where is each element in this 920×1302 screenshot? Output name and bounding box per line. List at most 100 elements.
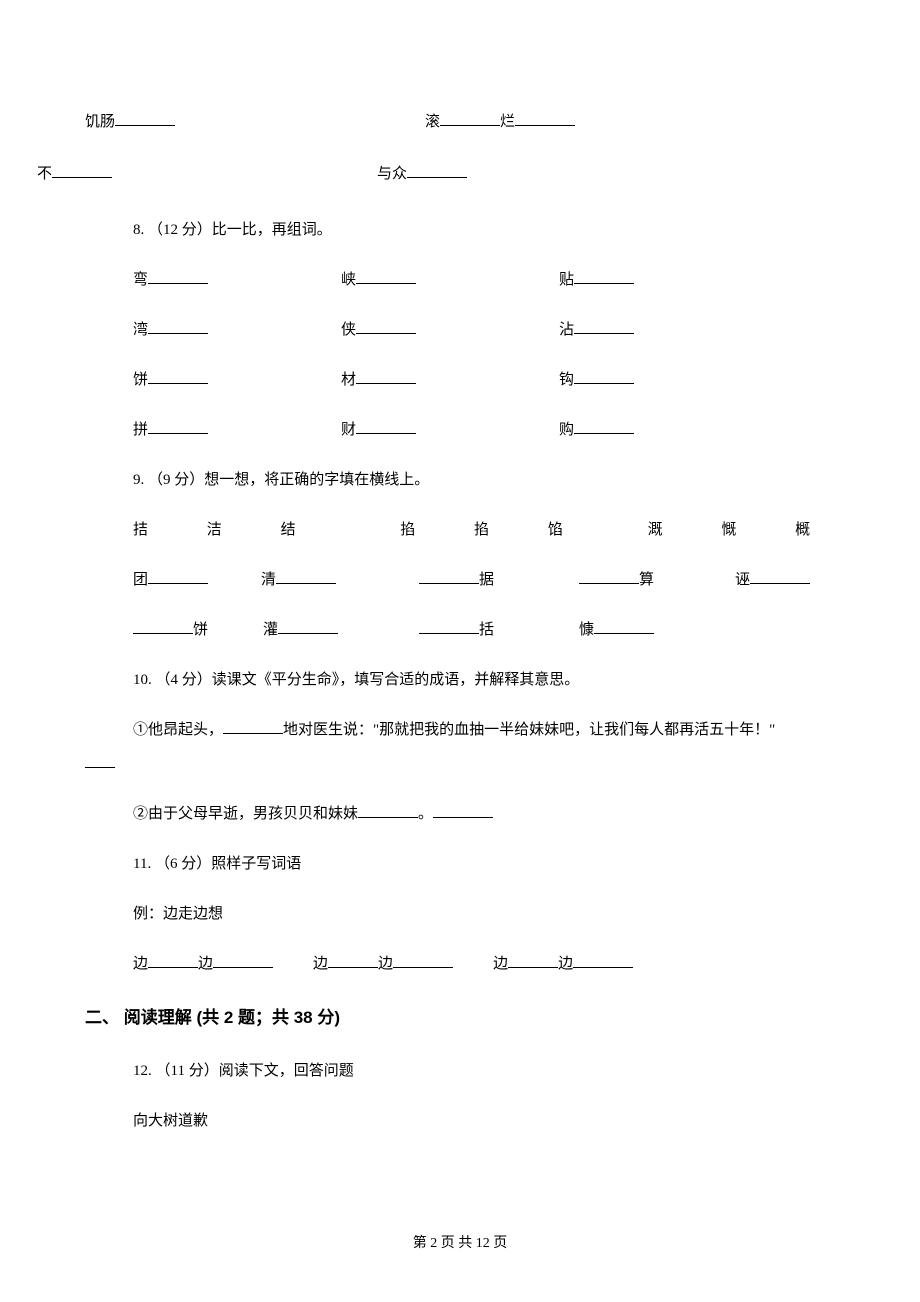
q9-number: 9. [133,472,148,488]
q9-fill-post: 据 [479,568,494,592]
foot-b: 页 共 [437,1236,476,1251]
q9-char-row: 拮 洁 结 掐 掐 馅 溉 慨 概 [85,518,835,542]
q10-number: 10. [133,672,156,688]
blank[interactable] [328,952,378,968]
blank[interactable] [419,618,479,634]
label-gun: 滚 [425,110,440,134]
bian: 边 [493,952,508,976]
blank[interactable] [223,718,283,734]
blank[interactable] [148,318,208,334]
blank[interactable] [52,162,112,178]
q8-char: 贴 [559,268,574,292]
blank[interactable] [148,268,208,284]
q11-fill-row: 边边 边边 边边 [85,952,835,976]
q9-char: 慨 [721,518,795,542]
q12-points: （11 分） [156,1063,219,1079]
blank[interactable] [213,952,273,968]
q9-fill-row-2: 饼 灌 括 慷 [85,618,835,642]
blank-small[interactable] [85,758,115,768]
q9-fill-post: 算 [639,568,654,592]
q10-text-a: ①他昂起头， [133,722,223,738]
q9-fill-post: 饼 [193,618,208,642]
q9-char: 概 [795,518,835,542]
blank[interactable] [278,618,338,634]
q12-header: 12. （11 分）阅读下文，回答问题 [85,1059,835,1083]
blank[interactable] [115,110,175,126]
q9-char: 拮 [133,518,207,542]
q8-row-3: 拼 财 购 [133,418,835,442]
blank[interactable] [419,568,479,584]
q11-title: 照样子写词语 [211,856,301,872]
foot-c: 页 [490,1236,508,1251]
q8-char: 弯 [133,268,148,292]
top-fill-2-right: 与众 [377,162,467,186]
q9-fill-pre: 团 [133,568,148,592]
foot-a: 第 [413,1236,431,1251]
blank[interactable] [433,802,493,818]
q8-title: 比一比，再组词。 [212,222,332,238]
q9-char: 掐 [474,518,548,542]
blank[interactable] [579,568,639,584]
top-fill-1-right: 滚 烂 [425,110,575,134]
blank[interactable] [356,368,416,384]
q10-text2-b: 。 [418,806,433,822]
q11-number: 11. [133,856,155,872]
q11-points: （6 分） [155,856,211,872]
q9-header: 9. （9 分）想一想，将正确的字填在横线上。 [85,468,835,492]
bian: 边 [378,952,393,976]
top-fill-2-left: 不 [37,162,377,186]
q8-header: 8. （12 分）比一比，再组词。 [85,218,835,242]
q8-char: 购 [559,418,574,442]
q8-char: 钩 [559,368,574,392]
q8-number: 8. [133,222,148,238]
q11-header: 11. （6 分）照样子写词语 [85,852,835,876]
blank[interactable] [407,162,467,178]
blank[interactable] [750,568,810,584]
blank[interactable] [574,368,634,384]
blank[interactable] [393,952,453,968]
q9-fill-pre: 灌 [263,618,278,642]
blank[interactable] [574,268,634,284]
q12-number: 12. [133,1063,156,1079]
blank[interactable] [440,110,500,126]
blank[interactable] [574,318,634,334]
top-fill-row-1: 饥肠 滚 烂 [85,110,835,134]
blank[interactable] [356,418,416,434]
q8-char: 沾 [559,318,574,342]
blank[interactable] [148,418,208,434]
q10-text2-a: ②由于父母早逝，男孩贝贝和妹妹 [133,806,358,822]
q8-grid: 弯 峡 贴 湾 侠 沾 饼 材 钩 拼 财 购 [85,268,835,442]
blank[interactable] [276,568,336,584]
blank[interactable] [358,802,418,818]
blank[interactable] [508,952,558,968]
q9-char: 馅 [548,518,648,542]
blank[interactable] [148,368,208,384]
q8-char: 材 [341,368,356,392]
q8-row-0: 弯 峡 贴 [133,268,835,292]
q10-text-b: 地对医生说："那就把我的血抽一半给妹妹吧，让我们每人都再活五十年！" [283,722,775,738]
blank[interactable] [148,952,198,968]
q8-row-2: 饼 材 钩 [133,368,835,392]
q9-fill-row-1: 团 清 据 算 诬 [85,568,835,592]
blank[interactable] [148,568,208,584]
q9-fill-pre: 诬 [735,568,750,592]
q10-line1: ①他昂起头， 地对医生说："那就把我的血抽一半给妹妹吧，让我们每人都再活五十年！" [85,718,835,742]
q8-char: 饼 [133,368,148,392]
foot-page-total: 12 [476,1236,490,1251]
q10-header: 10. （4 分）读课文《平分生命》，填写合适的成语，并解释其意思。 [85,668,835,692]
q9-title: 想一想，将正确的字填在横线上。 [204,472,429,488]
bian: 边 [133,952,148,976]
blank[interactable] [356,268,416,284]
label-bu: 不 [37,162,52,186]
blank[interactable] [356,318,416,334]
blank[interactable] [574,418,634,434]
q10-title: 读课文《平分生命》，填写合适的成语，并解释其意思。 [212,672,580,688]
blank[interactable] [133,618,193,634]
q12-title: 阅读下文，回答问题 [219,1063,354,1079]
blank[interactable] [515,110,575,126]
q9-fill-pre: 慷 [579,618,594,642]
q9-points: （9 分） [148,472,204,488]
blank[interactable] [594,618,654,634]
blank[interactable] [573,952,633,968]
q8-char: 峡 [341,268,356,292]
